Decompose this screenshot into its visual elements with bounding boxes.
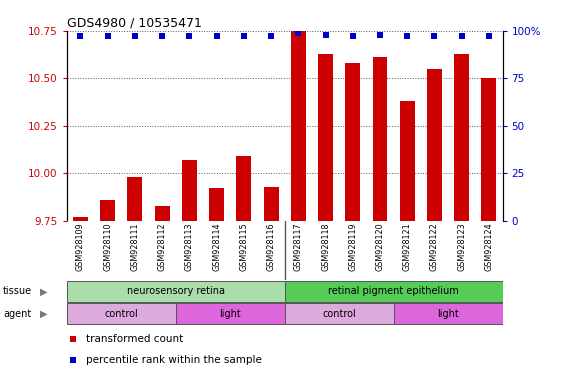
Text: GSM928120: GSM928120 <box>375 223 385 271</box>
Point <box>293 30 303 36</box>
Bar <box>155 205 170 221</box>
Bar <box>73 217 88 221</box>
Point <box>485 33 494 40</box>
Bar <box>454 53 469 221</box>
Bar <box>100 200 115 221</box>
Point <box>339 68 349 74</box>
Point <box>403 33 412 40</box>
Text: GDS4980 / 10535471: GDS4980 / 10535471 <box>67 17 202 30</box>
Bar <box>427 69 442 221</box>
Bar <box>264 187 278 221</box>
Bar <box>345 63 360 221</box>
Point <box>103 33 112 40</box>
Text: GSM928121: GSM928121 <box>403 223 412 271</box>
Text: light: light <box>220 309 241 319</box>
Text: light: light <box>437 309 459 319</box>
Bar <box>236 156 252 221</box>
Point <box>212 33 221 40</box>
Text: control: control <box>105 309 138 319</box>
Bar <box>394 303 503 324</box>
Text: GSM928122: GSM928122 <box>430 223 439 271</box>
Point <box>321 31 330 38</box>
Text: GSM928111: GSM928111 <box>130 223 139 271</box>
Point <box>239 33 249 40</box>
Bar <box>285 281 503 302</box>
Text: transformed count: transformed count <box>87 334 184 344</box>
Bar <box>127 177 142 221</box>
Text: GSM928116: GSM928116 <box>267 223 275 271</box>
Text: neurosensory retina: neurosensory retina <box>127 286 225 296</box>
Point <box>339 260 349 266</box>
Text: GSM928110: GSM928110 <box>103 223 112 271</box>
Text: percentile rank within the sample: percentile rank within the sample <box>87 355 262 365</box>
Bar <box>291 31 306 221</box>
Text: GSM928118: GSM928118 <box>321 223 330 271</box>
Text: GSM928112: GSM928112 <box>157 223 167 271</box>
Point <box>76 33 85 40</box>
Text: GSM928115: GSM928115 <box>239 223 248 271</box>
Point <box>267 33 276 40</box>
Bar <box>285 303 394 324</box>
Text: control: control <box>322 309 356 319</box>
Text: GSM928113: GSM928113 <box>185 223 194 271</box>
Bar <box>482 78 496 221</box>
Point <box>457 33 467 40</box>
Bar <box>67 303 175 324</box>
Text: ▶: ▶ <box>40 309 47 319</box>
Text: GSM928119: GSM928119 <box>348 223 357 271</box>
Text: tissue: tissue <box>3 286 32 296</box>
Point <box>375 31 385 38</box>
Text: ▶: ▶ <box>40 286 47 296</box>
Text: GSM928117: GSM928117 <box>294 223 303 271</box>
Bar <box>67 281 285 302</box>
Text: GSM928114: GSM928114 <box>212 223 221 271</box>
Text: GSM928123: GSM928123 <box>457 223 466 271</box>
Text: agent: agent <box>3 309 31 319</box>
Point <box>130 33 139 40</box>
Bar <box>182 160 197 221</box>
Bar <box>372 57 388 221</box>
Point <box>157 33 167 40</box>
Text: retinal pigment epithelium: retinal pigment epithelium <box>328 286 459 296</box>
Bar <box>400 101 415 221</box>
Bar <box>318 53 333 221</box>
Point <box>430 33 439 40</box>
Bar <box>209 189 224 221</box>
Point <box>348 33 357 40</box>
Text: GSM928109: GSM928109 <box>76 223 85 271</box>
Text: GSM928124: GSM928124 <box>485 223 493 271</box>
Point <box>185 33 194 40</box>
Bar <box>175 303 285 324</box>
